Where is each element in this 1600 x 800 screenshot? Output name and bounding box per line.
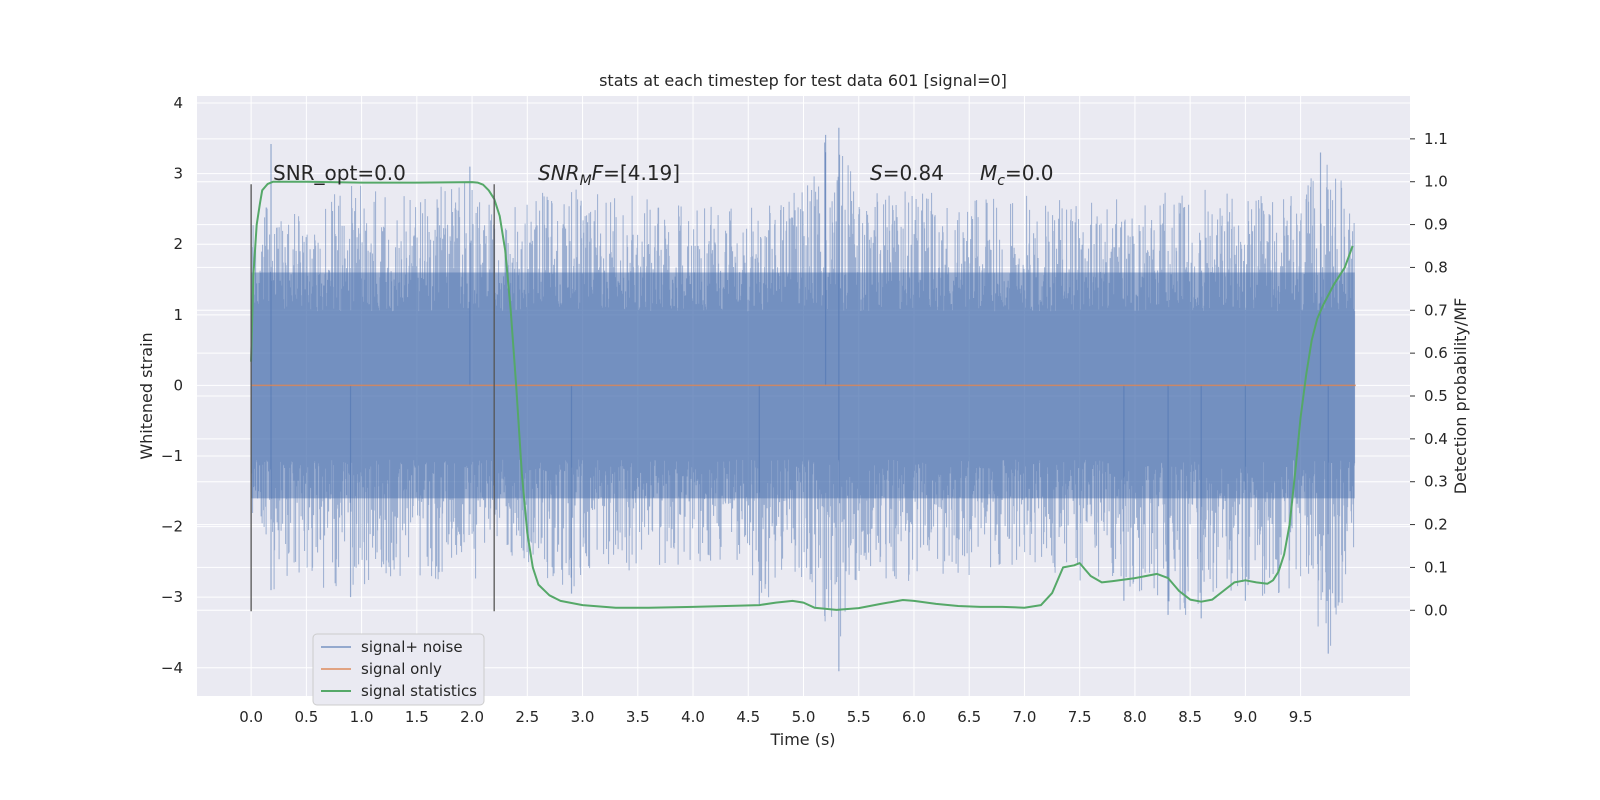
x-tick-label: 2.0	[460, 708, 484, 726]
y-tick-label: −4	[161, 659, 183, 677]
x-axis-label: Time (s)	[769, 730, 835, 749]
y-right-tick-label: 1.0	[1424, 173, 1448, 191]
s-value: =0.84	[883, 161, 944, 185]
y-right-tick-label: 0.3	[1424, 473, 1448, 491]
x-tick-label: 4.0	[681, 708, 705, 726]
x-tick-label: 2.5	[515, 708, 539, 726]
snr-mf-annotation: SNRMF=[4.19]	[538, 161, 680, 189]
snr-mf-value: =[4.19]	[603, 161, 680, 185]
x-tick-label: 7.0	[1013, 708, 1037, 726]
y-right-tick-label: 0.9	[1424, 216, 1448, 234]
tick-labels: 0.0 0.5 1.0 1.5 2.0 2.5 3.0 3.5 4.0 4.5 5.0 5.5 6.0 6…	[161, 94, 1448, 726]
x-tick-label: 1.0	[350, 708, 374, 726]
y-tick-label: 1	[173, 306, 183, 324]
y-tick-label: −1	[161, 447, 183, 465]
y-right-tick-label: 0.5	[1424, 387, 1448, 405]
x-tick-label: 0.0	[239, 708, 263, 726]
x-tick-label: 4.5	[736, 708, 760, 726]
y-tick-label: 0	[173, 376, 183, 394]
x-tick-label: 0.5	[294, 708, 318, 726]
x-tick-label: 8.0	[1123, 708, 1147, 726]
x-tick-label: 5.0	[792, 708, 816, 726]
signal-statistics-line	[250, 180, 1354, 611]
y-axis-right-label: Detection probability/MF	[1451, 298, 1470, 495]
y-tick-label: 4	[173, 94, 183, 112]
y-tick-label: 2	[173, 235, 183, 253]
x-tick-label: 9.5	[1289, 708, 1313, 726]
y-right-tick-label: 1.1	[1424, 130, 1448, 148]
x-tick-label: 3.0	[571, 708, 595, 726]
legend: signal+ noise signal only signal statist…	[312, 633, 485, 706]
chart-title: stats at each timestep for test data 601…	[599, 71, 1007, 90]
legend-label-signal-statistics: signal statistics	[361, 682, 477, 700]
legend-box	[312, 633, 485, 706]
y-axis-label: Whitened strain	[137, 332, 156, 459]
mc-annotation: Mc=0.0	[980, 161, 1054, 189]
mc-value: =0.0	[1005, 161, 1054, 185]
x-tick-label: 6.0	[902, 708, 926, 726]
snr-opt-annotation: SNR_opt=0.0	[273, 161, 406, 185]
y-tick-label: −2	[161, 518, 183, 536]
vertical-markers	[250, 184, 495, 612]
x-tick-label: 3.5	[626, 708, 650, 726]
y-right-tick-label: 0.0	[1424, 601, 1448, 619]
y-right-tick-label: 0.6	[1424, 344, 1448, 362]
y-tick-label: 3	[173, 165, 183, 183]
y-tick-label: −3	[161, 588, 183, 606]
legend-label-signal-noise: signal+ noise	[361, 638, 463, 656]
s-annotation: S=0.84	[870, 161, 944, 185]
x-tick-label: 1.5	[405, 708, 429, 726]
x-tick-label: 8.5	[1178, 708, 1202, 726]
y-right-tick-label: 0.4	[1424, 430, 1448, 448]
x-tick-label: 6.5	[957, 708, 981, 726]
legend-label-signal-only: signal only	[361, 660, 442, 678]
y-right-tick-label: 0.1	[1424, 558, 1448, 576]
x-tick-label: 7.5	[1068, 708, 1092, 726]
x-tick-label: 5.5	[847, 708, 871, 726]
y-right-tick-label: 0.7	[1424, 301, 1448, 319]
x-tick-label: 9.0	[1233, 708, 1257, 726]
y-right-tick-label: 0.2	[1424, 516, 1448, 534]
y-right-tick-label: 0.8	[1424, 258, 1448, 276]
line-series	[250, 180, 1356, 611]
